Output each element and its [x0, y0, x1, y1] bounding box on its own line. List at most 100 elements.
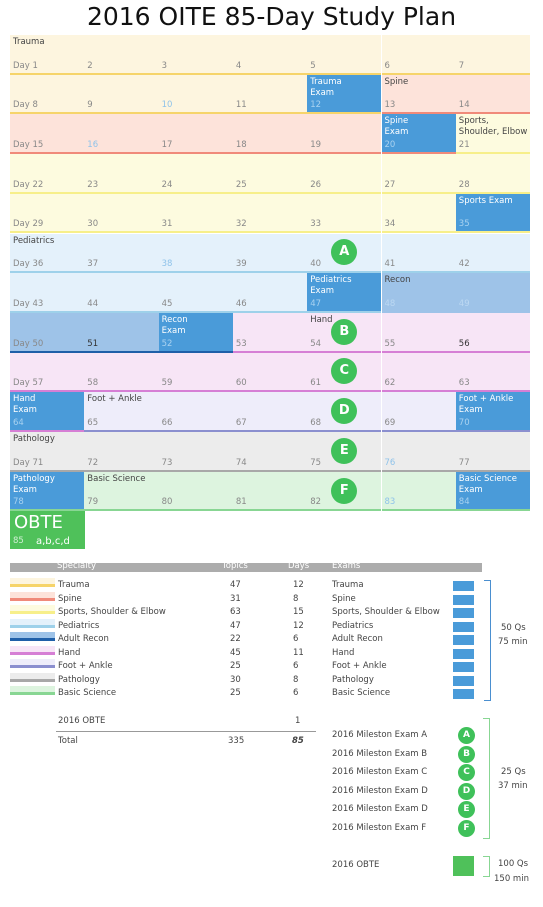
day-cell: 82 F	[307, 471, 382, 512]
topics: 30	[230, 674, 241, 685]
day-number: 30	[87, 219, 99, 230]
day-number: 12	[310, 100, 322, 111]
day-number: 67	[235, 417, 247, 428]
day-cell: 59	[158, 352, 233, 393]
day-cell: 2	[84, 35, 159, 75]
day-number: 85	[13, 536, 24, 547]
day-number: 60	[235, 378, 247, 389]
day-cell: 4	[232, 35, 308, 75]
day-number: 83	[384, 497, 396, 508]
day-number: 31	[161, 219, 173, 230]
day-number: 53	[235, 338, 247, 349]
day-cell: 74	[232, 432, 308, 472]
day-number: 70	[458, 417, 470, 428]
bracket	[483, 856, 490, 877]
day-cell: 37	[84, 233, 159, 274]
obte-cell: OBTE 85 a,b,c,d	[10, 511, 86, 550]
day-number: Day 57	[13, 378, 44, 389]
day-number: 35	[458, 219, 470, 230]
day-cell: Basic Science 79	[84, 471, 159, 512]
day-cell: 23	[84, 154, 159, 194]
specialty-name: Spine	[58, 593, 82, 604]
day-number: 32	[235, 219, 247, 230]
exam-box	[453, 675, 474, 686]
specialty-name: Hand	[58, 647, 81, 658]
day-number: 56	[458, 338, 470, 349]
days: 6	[293, 661, 299, 671]
day-cell: 27	[381, 154, 456, 194]
day-cell: 16	[84, 114, 159, 155]
day-cell: 62	[381, 352, 456, 393]
exam-name: Pathology	[332, 674, 374, 685]
obte-box	[453, 856, 474, 876]
day-number: Day 8	[13, 100, 38, 111]
day-cell: 55	[381, 312, 456, 353]
day-number: 19	[310, 140, 322, 151]
day-number: 24	[161, 179, 173, 190]
specialty-name: Trauma	[58, 580, 90, 590]
day-number: 48	[384, 298, 396, 309]
header-label: Specialty	[57, 561, 96, 571]
day-number: 44	[87, 298, 99, 309]
obte-days: 1	[295, 716, 301, 726]
milestone-circle: B	[331, 318, 358, 345]
total-label: Total	[58, 736, 78, 746]
obte-note: a,b,c,d	[36, 536, 70, 548]
days: 6	[293, 634, 299, 644]
milestone-name: 2016 Mileston Exam D	[332, 785, 428, 796]
cell-label: Basic Science	[87, 473, 146, 484]
day-cell: 40 A	[307, 233, 382, 274]
milestone-name: 2016 Mileston Exam B	[332, 748, 428, 759]
day-cell: Sports Exam 35	[455, 193, 531, 234]
day-cell: 53	[232, 312, 308, 353]
cell-label: Pathology Exam	[13, 473, 55, 495]
day-cell: 46	[232, 273, 308, 313]
day-cell: Pathology Exam 78	[10, 471, 85, 512]
day-number: 45	[161, 298, 173, 309]
day-cell: Pediatrics Exam 47	[307, 273, 382, 313]
specialty-name: Basic Science	[58, 688, 117, 698]
milestone-circle: F	[458, 820, 475, 837]
topics: 22	[230, 634, 241, 644]
milestone-name: 2016 Mileston Exam D	[332, 804, 428, 815]
legend-swatch	[10, 645, 55, 655]
day-cell: 41	[381, 233, 456, 274]
exam-name: Pediatrics	[332, 620, 374, 631]
day-number: 66	[161, 417, 173, 428]
day-number: 37	[87, 259, 99, 270]
exam-time: 37 min	[498, 781, 528, 791]
day-number: 23	[87, 179, 99, 190]
cell-label: Basic Science Exam	[458, 473, 517, 495]
day-number: 42	[458, 259, 470, 270]
days: 12	[293, 620, 304, 631]
legend-swatch	[10, 686, 55, 695]
day-cell: 67	[232, 392, 308, 432]
day-cell: 44	[84, 273, 159, 313]
day-cell: Day 22	[10, 154, 85, 194]
exam-name: Sports, Shoulder & Elbow	[332, 607, 440, 617]
day-cell: Trauma Exam 12	[307, 74, 382, 115]
day-cell: 39	[232, 233, 308, 274]
day-number: Day 29	[13, 219, 44, 230]
bracket	[484, 580, 491, 701]
day-cell: 69	[381, 392, 456, 432]
day-number: 65	[87, 417, 99, 428]
day-cell: Pathology Day 71	[10, 432, 85, 472]
day-number: 14	[458, 100, 470, 111]
day-cell: Day 8	[10, 74, 85, 115]
milestone-circle: A	[331, 239, 358, 266]
day-cell: 25	[232, 154, 308, 194]
day-cell: 38	[158, 233, 233, 274]
milestone-circle: C	[458, 764, 475, 782]
milestone-circle: B	[458, 745, 475, 763]
day-cell: 32	[232, 193, 308, 234]
day-number: 76	[384, 457, 396, 468]
total-rule	[56, 731, 316, 732]
cell-label: Spine	[384, 76, 409, 87]
topics: 45	[230, 647, 241, 658]
exam-name: Spine	[332, 593, 356, 604]
day-number: Day 36	[13, 259, 44, 270]
specialty-name: Adult Recon	[58, 634, 109, 644]
day-number: 69	[384, 417, 396, 428]
day-number: 77	[458, 457, 470, 468]
